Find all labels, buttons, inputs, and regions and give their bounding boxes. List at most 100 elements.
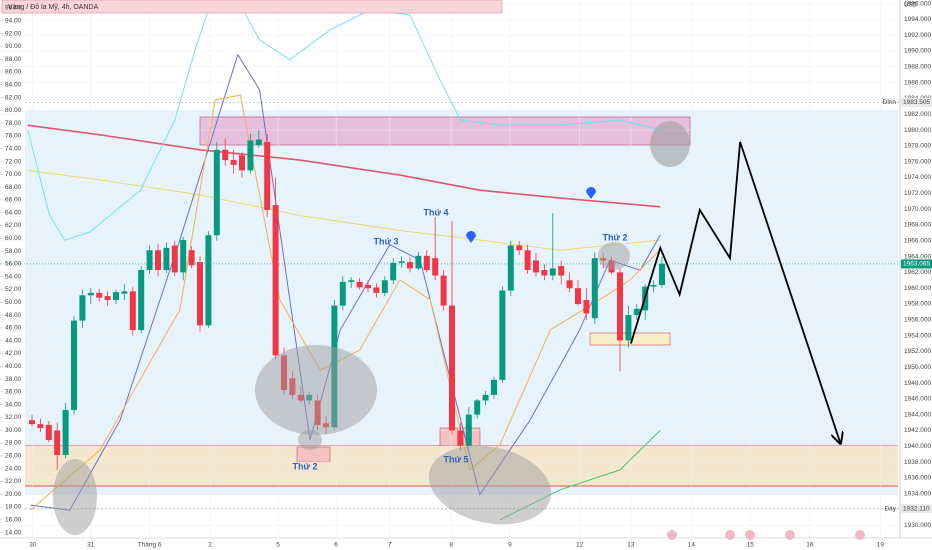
candle-body	[415, 255, 422, 269]
candle-body	[591, 258, 598, 319]
candle-body	[87, 292, 94, 296]
y2-tick-label: 54.00	[5, 273, 22, 280]
currency-label: USD	[904, 3, 917, 9]
y2-tick-label: 18.00	[5, 504, 22, 511]
y-tick-label: 1976.000	[904, 158, 931, 165]
candle-body	[239, 155, 245, 171]
candle-body	[423, 255, 430, 270]
y2-tick-label: 50.00	[5, 299, 22, 306]
y-tick-label: 1958.000	[904, 301, 931, 308]
x-tick-label: 7	[388, 542, 392, 549]
candle-body	[222, 149, 229, 161]
x-tick-label: Tháng 6	[138, 542, 162, 549]
y2-tick-label: 62.00	[5, 222, 22, 229]
indicator-line	[27, 4, 661, 241]
y-tick-label: 1930.000	[904, 522, 931, 529]
y2-tick-label: 40.00	[5, 363, 22, 370]
y2-tick-label: 76.00	[5, 133, 22, 140]
y2-tick-label: 58.00	[5, 248, 22, 255]
candle-body	[617, 272, 623, 341]
y2-tick-label: 72.00	[5, 158, 22, 165]
pin-icon	[466, 231, 476, 243]
indicator-line	[29, 94, 661, 511]
y-tick-label: 1964.000	[904, 253, 931, 260]
indicator-line	[27, 124, 661, 208]
x-tick-label: 14	[688, 542, 696, 549]
candle-body	[180, 239, 187, 273]
y2-tick-label: 92.00	[5, 30, 22, 37]
y2-tick-label: 20.00	[5, 491, 22, 498]
y-tick-label: 1946.000	[904, 396, 931, 403]
y-tick-label: 1982.000	[904, 111, 931, 118]
candle-body	[625, 315, 632, 341]
candle-body	[457, 430, 464, 446]
y-tick-label: 1934.000	[904, 490, 931, 497]
x-tick-label: 5	[276, 542, 280, 549]
candle-body	[390, 262, 397, 281]
y-tick-label: 1944.000	[904, 411, 931, 418]
candle-body	[247, 140, 254, 171]
annotation: Thứ 2	[292, 461, 317, 471]
y2-tick-label: 80.00	[5, 107, 22, 114]
candle-body	[583, 300, 590, 314]
y2-tick-label: 22.00	[5, 478, 22, 485]
y2-tick-label: 82.00	[5, 94, 22, 101]
candle-body	[71, 320, 77, 410]
candle-body	[365, 285, 371, 289]
event-icon	[725, 530, 735, 540]
candle-body	[37, 424, 44, 429]
x-tick-label: 16	[806, 542, 814, 549]
highlight-ellipse	[255, 345, 377, 435]
candle-body	[507, 245, 514, 291]
price-level-box	[901, 97, 932, 107]
candle-body	[138, 270, 145, 331]
candle-body	[113, 292, 119, 301]
candle-body	[499, 290, 506, 380]
indicator-line	[27, 169, 661, 251]
candle-body	[549, 268, 556, 276]
candle-body	[96, 292, 103, 298]
highlight-ellipse	[53, 459, 97, 535]
candle-body	[348, 280, 355, 282]
x-tick-label: 2	[208, 542, 212, 549]
candle-body	[213, 149, 220, 236]
candle-body	[432, 258, 439, 276]
candle-body	[54, 430, 61, 455]
y2-tick-label: 28.00	[5, 440, 22, 447]
highlight-ellipse	[598, 242, 630, 270]
y2-tick-label: 56.00	[5, 261, 22, 268]
candle-body	[516, 245, 523, 251]
candle-body	[533, 260, 539, 273]
event-icon	[785, 530, 795, 540]
y-tick-label: 1996.000	[904, 0, 931, 7]
y2-tick-label: 32.00	[5, 414, 22, 421]
y2-tick-label: 46.00	[5, 325, 22, 332]
candle-body	[482, 394, 489, 401]
candle-body	[440, 275, 447, 306]
y2-tick-label: 14.00	[5, 529, 22, 536]
candle-body	[633, 308, 640, 316]
y-tick-label: 1940.000	[904, 443, 931, 450]
event-icon	[745, 530, 755, 540]
y2-tick-label: 34.00	[5, 401, 22, 408]
y2-tick-label: 90.00	[5, 43, 22, 50]
annotation: Thứ 3	[373, 236, 398, 246]
price-level-box	[901, 504, 932, 514]
annotation: Thứ 2	[602, 232, 627, 242]
candle-body	[491, 379, 497, 395]
y-tick-label: 1960.000	[904, 285, 931, 292]
candle-body	[449, 305, 455, 431]
y2-tick-label: 70.00	[5, 171, 22, 178]
y-tick-label: 1978.000	[904, 143, 931, 150]
y2-tick-label: 36.00	[5, 389, 22, 396]
y-tick-label: 1956.000	[904, 317, 931, 324]
title-bar	[1, 0, 503, 14]
candle-body	[398, 261, 405, 263]
candle-body	[146, 250, 153, 270]
last-price-box	[901, 259, 932, 269]
x-tick-label: 15	[747, 542, 755, 549]
candle-body	[264, 141, 271, 210]
x-tick-label: 9	[508, 542, 512, 549]
y2-tick-label: 38.00	[5, 376, 22, 383]
